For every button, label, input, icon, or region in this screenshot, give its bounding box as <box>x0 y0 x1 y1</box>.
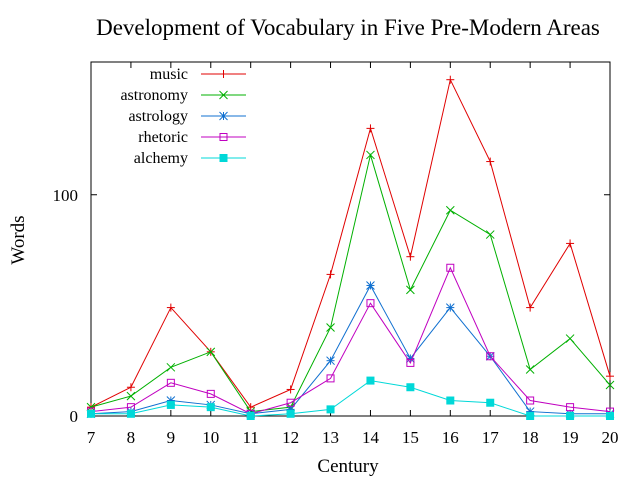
data-point-music <box>526 303 535 312</box>
x-tick-label: 9 <box>167 428 176 447</box>
series-layer <box>86 75 615 420</box>
data-point-alchemy <box>126 409 135 418</box>
legend-label-rhetoric: rhetoric <box>138 129 188 146</box>
data-point-rhetoric <box>526 396 535 405</box>
data-point-astronomy <box>525 365 535 374</box>
data-point-alchemy <box>406 383 415 392</box>
data-point-rhetoric <box>166 378 175 387</box>
data-point-music <box>606 372 614 381</box>
data-point-astronomy <box>485 230 495 239</box>
series-astrology <box>86 281 615 419</box>
data-point-astronomy <box>126 391 136 401</box>
x-tick-label: 7 <box>87 428 96 447</box>
data-point-astrology <box>326 356 335 366</box>
series-line-alchemy <box>91 380 610 417</box>
data-point-astronomy <box>406 285 415 295</box>
legend-label-music: music <box>150 66 188 83</box>
y-axis-label: Words <box>8 215 29 264</box>
x-tick-label: 18 <box>522 428 539 447</box>
x-tick-label: 13 <box>322 428 339 447</box>
data-point-alchemy <box>526 412 535 420</box>
data-point-alchemy <box>366 376 375 385</box>
legend-marker-astronomy <box>219 90 228 100</box>
data-point-alchemy <box>326 405 335 414</box>
y-axis: 0 100 <box>53 186 610 426</box>
series-line-astronomy <box>90 152 611 413</box>
legend-label-astronomy: astronomy <box>120 87 188 104</box>
data-point-alchemy <box>166 400 175 409</box>
data-point-alchemy <box>206 403 215 412</box>
data-point-alchemy <box>246 412 255 420</box>
data-point-music <box>126 383 135 392</box>
data-point-rhetoric <box>366 299 375 308</box>
y-tick-label: 100 <box>53 186 79 205</box>
x-tick-label: 12 <box>282 428 299 447</box>
data-point-music <box>166 303 175 312</box>
legend-marker-music <box>219 70 228 78</box>
series-line-astrology <box>90 284 610 415</box>
data-point-astronomy <box>366 150 375 160</box>
data-point-rhetoric <box>486 352 495 361</box>
data-point-astronomy <box>565 334 575 343</box>
data-point-rhetoric <box>326 374 335 383</box>
data-point-astronomy <box>605 380 615 390</box>
x-tick-label: 11 <box>243 428 259 447</box>
data-point-music <box>486 157 495 166</box>
x-axis-label: Century <box>317 456 379 477</box>
data-point-alchemy <box>286 409 295 418</box>
x-tick-label: 19 <box>562 428 579 447</box>
x-tick-label: 15 <box>402 428 419 447</box>
x-tick-label: 10 <box>202 428 219 447</box>
data-point-alchemy <box>606 412 614 420</box>
series-rhetoric <box>87 263 614 418</box>
data-point-rhetoric <box>446 263 455 272</box>
data-point-astronomy <box>445 205 455 215</box>
x-tick-label: 20 <box>602 428 619 447</box>
y-tick-label: 0 <box>70 407 79 426</box>
data-point-rhetoric <box>286 398 295 407</box>
data-point-alchemy <box>446 396 455 405</box>
data-point-rhetoric <box>406 358 415 367</box>
data-point-music <box>286 385 295 394</box>
legend: music astronomy astrology rhetoric alchemy <box>120 66 246 167</box>
data-point-music <box>446 75 455 84</box>
data-point-alchemy <box>87 409 95 418</box>
data-point-astrology <box>445 303 455 312</box>
data-point-music <box>366 124 375 133</box>
x-tick-label: 8 <box>127 428 136 447</box>
data-point-rhetoric <box>206 389 215 398</box>
legend-marker-astrology <box>219 111 228 121</box>
series-astronomy <box>86 150 615 416</box>
x-tick-label: 17 <box>482 428 500 447</box>
data-point-astronomy <box>206 347 216 357</box>
x-tick-label: 16 <box>442 428 459 447</box>
chart-title: Development of Vocabulary in Five Pre-Mo… <box>96 15 600 40</box>
x-tick-label: 14 <box>362 428 380 447</box>
data-point-alchemy <box>566 412 575 420</box>
data-point-music <box>566 239 575 248</box>
data-point-astrology <box>366 281 375 290</box>
series-alchemy <box>87 376 614 420</box>
legend-marker-rhetoric <box>219 133 228 141</box>
series-line-music <box>90 78 611 408</box>
data-point-astronomy <box>326 323 335 332</box>
data-point-rhetoric <box>566 403 575 412</box>
series-line-rhetoric <box>90 266 611 415</box>
data-point-astronomy <box>166 362 176 372</box>
legend-label-alchemy: alchemy <box>134 150 188 167</box>
legend-marker-alchemy <box>219 154 228 162</box>
data-point-alchemy <box>486 398 495 407</box>
plot-frame <box>90 61 611 417</box>
data-point-music <box>326 270 335 279</box>
legend-label-astrology: astrology <box>128 108 188 125</box>
data-point-music <box>406 252 415 261</box>
